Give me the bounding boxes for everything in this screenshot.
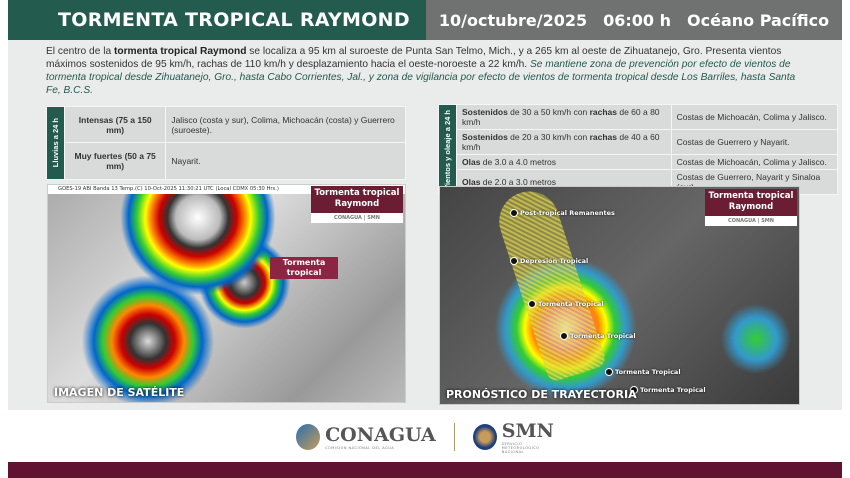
divider	[453, 423, 455, 451]
wind-side-label: Vientos y oleaje a 24 h	[443, 109, 452, 190]
satellite-source: GOES-19 ABI Banda 13 Temp.(C) 10-Oct-202…	[48, 185, 405, 194]
rain-table: Lluvias a 24 h Intensas (75 a 150 mm) Jal…	[46, 105, 406, 180]
ocean: Océano Pacífico	[687, 10, 830, 30]
wind-desc: Sostenidos de 30 a 50 km/h con rachas de…	[456, 104, 672, 130]
smn-emblem-icon	[472, 424, 497, 450]
bottom-bar	[8, 462, 842, 478]
forecast-point: Tormenta Tropical	[630, 386, 706, 394]
forecast-point: Depresión Tropical	[510, 257, 588, 265]
logos: CONAGUA | SMN	[705, 216, 797, 226]
forecast-point: Tormenta Tropical	[560, 332, 636, 340]
intro-text: El centro de la tormenta tropical Raymon…	[46, 46, 796, 96]
page-title: TORMENTA TROPICAL RAYMOND	[58, 9, 410, 31]
wind-desc: Sostenidos de 20 a 30 km/h con rachas de…	[456, 129, 672, 155]
conagua-emblem-icon	[296, 424, 321, 450]
rain-areas: Nayarit.	[165, 142, 406, 180]
rain-side-label: Lluvias a 24 h	[51, 118, 60, 168]
info-bar: 10/octubre/2025 06:00 h Océano Pacífico	[426, 0, 842, 40]
footer: CONAGUA COMISIÓN NACIONAL DEL AGUA SMN SER…	[0, 412, 850, 462]
rain-areas: Jalisco (costa y sur), Colima, Michoacán…	[165, 105, 406, 144]
wave-desc: Olas de 3.0 a 4.0 metros	[456, 154, 672, 170]
wind-areas: Costas de Michoacán, Colima y Jalisco.	[670, 104, 839, 130]
logos: CONAGUA | SMN	[311, 213, 403, 223]
trajectory-caption: PRONÓSTICO DE TRAYECTORIA	[446, 388, 637, 401]
wave-areas: Costas de Michoacán, Colima y Jalisco.	[670, 154, 839, 170]
storm-badge: Tormenta tropical Raymond CONAGUA | SMN	[705, 189, 797, 226]
wind-table: Vientos y oleaje a 24 h Sostenidos de 30…	[438, 104, 839, 195]
satellite-image: GOES-19 ABI Banda 13 Temp.(C) 10-Oct-202…	[47, 184, 406, 403]
smn-logo: SMN SERVICIO METEOROLÓGICO NACIONAL	[472, 420, 554, 454]
storm-badge: Tormenta tropical Raymond CONAGUA | SMN	[311, 186, 403, 223]
trajectory-map: Tormenta tropical Raymond CONAGUA | SMN P…	[439, 186, 800, 405]
satellite-caption: IMAGEN DE SATÉLITE	[54, 386, 185, 399]
forecast-point: Post-tropical Remanentes	[510, 209, 615, 217]
wind-areas: Costas de Guerrero y Nayarit.	[670, 129, 839, 155]
rain-level: Muy fuertes (50 a 75 mm)	[63, 142, 167, 180]
time: 06:00 h	[603, 10, 671, 30]
conagua-logo: CONAGUA COMISIÓN NACIONAL DEL AGUA	[296, 424, 436, 450]
date: 10/octubre/2025	[438, 10, 588, 30]
forecast-point: Tormenta Tropical	[528, 300, 604, 308]
rain-level: Intensas (75 a 150 mm)	[63, 105, 167, 144]
title-bar: TORMENTA TROPICAL RAYMOND	[8, 0, 426, 40]
forecast-point: Tormenta Tropical	[605, 368, 681, 376]
storm-label: Tormenta tropical	[270, 257, 338, 279]
